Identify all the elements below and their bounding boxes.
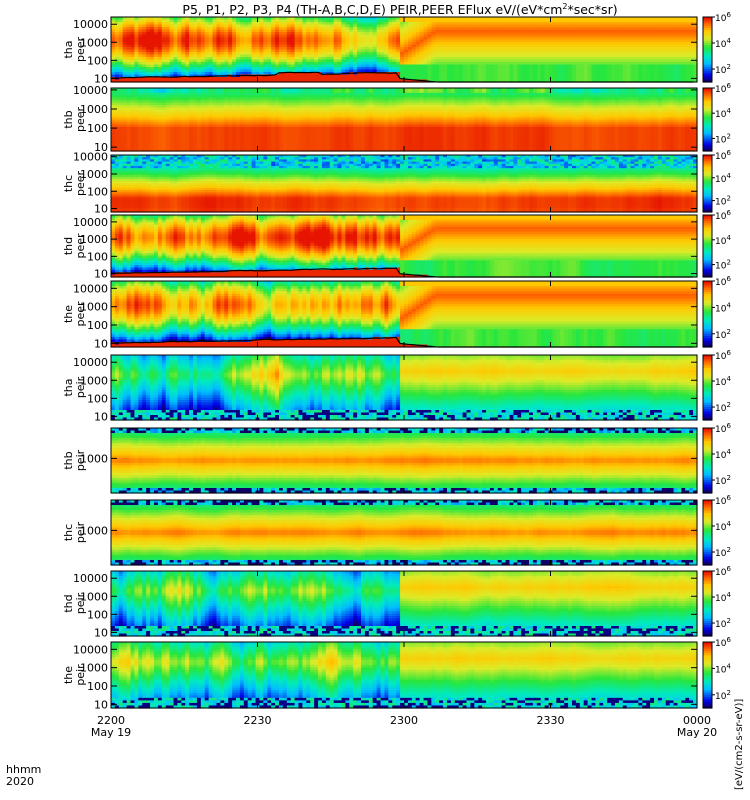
panel-species-label: peir	[74, 449, 87, 471]
panel-species-label: peer	[74, 37, 87, 63]
colorbar-tick-label: 102	[715, 63, 731, 76]
colorbar: 102 104 106	[703, 275, 731, 348]
panel-species-label: peer	[74, 233, 87, 259]
y-tick-label: 100	[87, 680, 108, 693]
colorbar-tick-label: 106	[715, 349, 731, 362]
colorbar-tick-label: 102	[715, 328, 731, 341]
colorbar-tick-label: 104	[715, 172, 731, 185]
colorbar-tick-label: 106	[715, 11, 731, 24]
y-tick-label: 10000	[73, 18, 108, 31]
panel-species-label: peir	[74, 664, 87, 686]
y-tick-label: 100	[87, 122, 108, 135]
panel-species-label: peir	[74, 521, 87, 543]
colorbar-tick-label: 106	[715, 636, 731, 649]
colorbar-tick-label: 102	[715, 259, 731, 272]
panel-species-label: peir	[74, 592, 87, 614]
time-tick-label: 2300	[390, 714, 418, 727]
y-tick-label: 10	[94, 203, 108, 216]
time-tick-label: 2330	[537, 714, 565, 727]
colorbar: 102 104 106	[703, 11, 731, 83]
colorbar-tick-label: 102	[715, 132, 731, 145]
time-tick-label: 2230	[244, 714, 272, 727]
colorbar-tick-label: 104	[715, 301, 731, 314]
y-tick-label: 10	[94, 410, 108, 423]
panel-species-label: peer	[74, 107, 87, 133]
y-tick-label: 10000	[73, 643, 108, 656]
panel-species-label: peir	[74, 376, 87, 398]
time-axis-row2-label: 2020	[6, 775, 34, 788]
colorbar-tick-label: 104	[715, 520, 731, 533]
y-tick-label: 100	[87, 54, 108, 67]
y-tick-label: 10	[94, 626, 108, 639]
y-tick-label: 100	[87, 250, 108, 263]
colorbar-tick-label: 102	[715, 401, 731, 414]
y-tick-label: 10000	[73, 84, 108, 97]
colorbar: 102 104 106	[703, 636, 731, 709]
y-tick-label: 10000	[73, 216, 108, 229]
y-tick-label: 10	[94, 337, 108, 350]
panel-species-label: peer	[74, 171, 87, 197]
y-tick-label: 10000	[73, 282, 108, 295]
figure-title: P5, P1, P2, P3, P4 (TH-A,B,C,D,E) PEIR,P…	[182, 2, 617, 17]
date-tick-label: May 20	[677, 726, 717, 739]
colorbar-tick-label: 102	[715, 617, 731, 630]
colorbar-tick-label: 104	[715, 448, 731, 461]
colorbar-tick-label: 104	[715, 375, 731, 388]
colorbar: 102 104 106	[703, 494, 731, 566]
y-tick-label: 100	[87, 392, 108, 405]
colorbar-tick-label: 102	[715, 474, 731, 487]
y-tick-label: 10	[94, 698, 108, 711]
colorbar-tick-label: 106	[715, 422, 731, 435]
colorbar-tick-label: 104	[715, 37, 731, 50]
colorbar-tick-label: 106	[715, 209, 731, 222]
colorbar-tick-label: 102	[715, 689, 731, 702]
y-tick-label: 100	[87, 319, 108, 332]
colorbar-tick-label: 104	[715, 234, 731, 247]
y-tick-label: 10	[94, 268, 108, 281]
colorbar-tick-label: 106	[715, 149, 731, 162]
colorbar-tick-label: 106	[715, 565, 731, 578]
date-tick-label: May 19	[91, 726, 131, 739]
y-tick-label: 100	[87, 185, 108, 198]
colorbar: 102 104 106	[703, 349, 731, 421]
panel-species-label: peer	[74, 301, 87, 327]
colorbar: 102 104 106	[703, 149, 731, 213]
y-tick-label: 100	[87, 608, 108, 621]
colorbar-bottom-label: [eV/(cm2-s-sr-eV)]	[734, 699, 745, 790]
colorbar-tick-label: 104	[715, 662, 731, 675]
colorbar: 102 104 106	[703, 82, 731, 152]
colorbar: 102 104 106	[703, 565, 731, 637]
y-tick-label: 10000	[73, 356, 108, 369]
y-tick-label: 10000	[73, 151, 108, 164]
colorbar-tick-label: 106	[715, 275, 731, 288]
colorbar-tick-label: 102	[715, 195, 731, 208]
colorbar-tick-label: 104	[715, 591, 731, 604]
colorbar-tick-label: 106	[715, 494, 731, 507]
y-tick-label: 10000	[73, 572, 108, 585]
colorbar: 102 104 106	[703, 422, 731, 494]
colorbar: 102 104 106	[703, 209, 731, 278]
colorbar-tick-label: 104	[715, 107, 731, 120]
colorbar-tick-label: 102	[715, 546, 731, 559]
colorbar-tick-label: 106	[715, 82, 731, 95]
